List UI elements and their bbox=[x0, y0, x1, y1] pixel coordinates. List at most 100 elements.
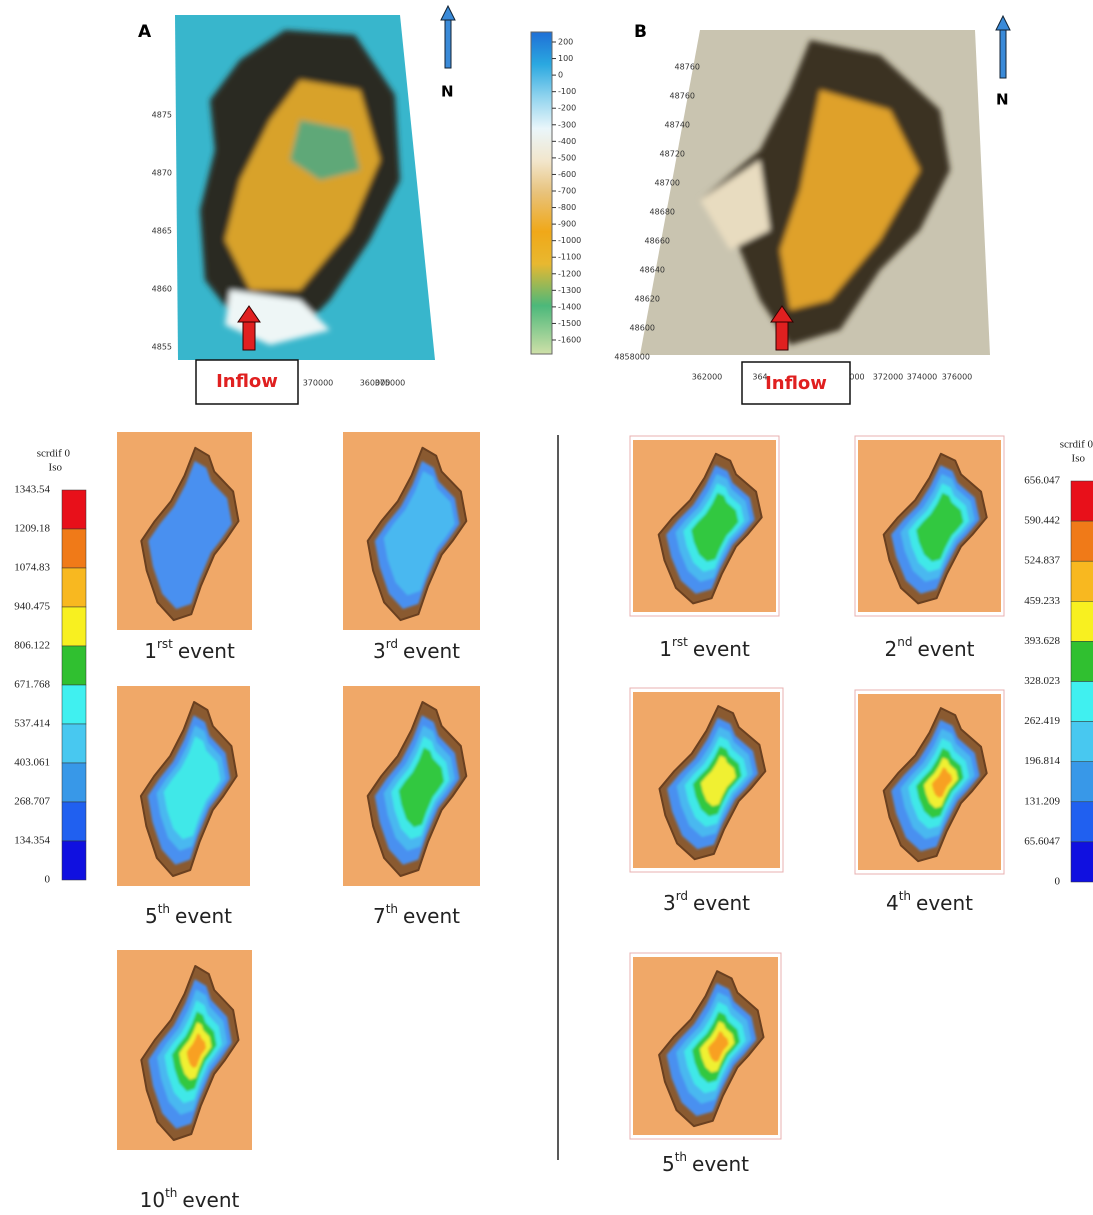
legend-tick-label: 65.6047 bbox=[1024, 835, 1060, 847]
legend-tick-label: 940.475 bbox=[14, 601, 50, 613]
event-word: event bbox=[403, 904, 460, 928]
elevation-tick-label: 200 bbox=[558, 38, 573, 47]
event-word: event bbox=[692, 1152, 749, 1176]
y-tick-label: 48760 bbox=[670, 92, 695, 101]
elevation-tick-label: -1200 bbox=[558, 269, 581, 278]
y-tick-label: 4860 bbox=[152, 285, 172, 294]
event-number: 10 bbox=[140, 1188, 165, 1212]
legend-tick-label: 537.414 bbox=[14, 718, 50, 730]
legend-swatch bbox=[1071, 842, 1093, 882]
event-suffix: th bbox=[675, 1150, 687, 1164]
inflow-label: Inflow bbox=[765, 373, 827, 394]
event-suffix: th bbox=[165, 1186, 177, 1200]
event-label: 7thevent bbox=[373, 902, 460, 928]
inflow-label: Inflow bbox=[216, 371, 278, 392]
event-number: 4 bbox=[886, 891, 899, 915]
legend-tick-label: 1074.83 bbox=[14, 562, 50, 574]
legend-tick-label: 403.061 bbox=[14, 757, 50, 769]
y-tick-label: 4865 bbox=[152, 227, 172, 236]
legend-swatch bbox=[62, 841, 86, 880]
x-tick-label: 374000 bbox=[907, 373, 938, 382]
y-tick-label: 48600 bbox=[630, 324, 655, 333]
legend-swatch bbox=[1071, 561, 1093, 601]
flood-map bbox=[630, 436, 779, 616]
legend-swatch bbox=[1071, 682, 1093, 722]
event-suffix: rd bbox=[386, 637, 398, 651]
flood-map bbox=[855, 436, 1004, 616]
y-tick-label: 48740 bbox=[665, 121, 690, 130]
x-tick-label: 372000 bbox=[873, 373, 904, 382]
elevation-tick-label: -1600 bbox=[558, 336, 581, 345]
elevation-tick-label: -1500 bbox=[558, 319, 581, 328]
legend-tick-label: 656.047 bbox=[1024, 475, 1060, 487]
north-arrow-a bbox=[441, 6, 455, 68]
event-suffix: nd bbox=[897, 635, 912, 649]
event-word: event bbox=[693, 891, 750, 915]
event-number: 5 bbox=[662, 1152, 675, 1176]
elevation-tick-label: -500 bbox=[558, 153, 576, 162]
flood-map bbox=[630, 688, 783, 872]
legend-swatch bbox=[1071, 521, 1093, 561]
event-label: 5thevent bbox=[145, 902, 232, 928]
elevation-tick-label: -300 bbox=[558, 120, 576, 129]
legend-swatch bbox=[62, 529, 86, 568]
elevation-tick-label: 100 bbox=[558, 54, 573, 63]
x-tick-label: 375000 bbox=[375, 379, 406, 388]
flood-map bbox=[117, 950, 252, 1150]
legend-swatch bbox=[1071, 601, 1093, 641]
panel-label: B bbox=[634, 22, 647, 42]
legend-tick-label: 459.233 bbox=[1024, 595, 1060, 607]
elevation-tick-label: -900 bbox=[558, 220, 576, 229]
legend-tick-label: 268.707 bbox=[14, 796, 50, 808]
flood-map bbox=[343, 686, 480, 886]
figure-canvas: A N Inflow B N Inflow 360000370000375000… bbox=[0, 0, 1093, 1215]
legend-tick-label: 393.628 bbox=[1024, 635, 1060, 647]
legend-tick-label: 524.837 bbox=[1024, 555, 1060, 567]
event-suffix: rd bbox=[676, 889, 688, 903]
north-label: N bbox=[441, 83, 454, 101]
event-number: 3 bbox=[663, 891, 676, 915]
y-tick-label: 48620 bbox=[635, 295, 660, 304]
legend-swatch bbox=[62, 763, 86, 802]
event-word: event bbox=[182, 1188, 239, 1212]
event-number: 1 bbox=[144, 639, 157, 663]
legend-swatch bbox=[62, 490, 86, 529]
legend-swatch bbox=[1071, 762, 1093, 802]
event-word: event bbox=[178, 639, 235, 663]
y-tick-label: 48640 bbox=[640, 266, 665, 275]
flood-map bbox=[630, 953, 781, 1139]
y-tick-label: 48720 bbox=[660, 150, 685, 159]
event-number: 2 bbox=[885, 637, 898, 661]
event-number: 7 bbox=[373, 904, 386, 928]
flood-map bbox=[343, 432, 480, 630]
y-tick-label: 48760 bbox=[675, 63, 700, 72]
x-tick-label: 370000 bbox=[303, 379, 334, 388]
elevation-tick-label: -1000 bbox=[558, 236, 581, 245]
y-tick-label: 48660 bbox=[645, 237, 670, 246]
x-tick-label: 362000 bbox=[692, 373, 723, 382]
y-tick-label: 48700 bbox=[655, 179, 680, 188]
y-tick-label: 4875 bbox=[152, 111, 172, 120]
legend-swatch bbox=[62, 685, 86, 724]
event-word: event bbox=[403, 639, 460, 663]
legend-swatch bbox=[1071, 481, 1093, 521]
x-tick-label: 000 bbox=[849, 373, 864, 382]
event-number: 3 bbox=[373, 639, 386, 663]
legend-swatch bbox=[1071, 802, 1093, 842]
y-tick-label: 4870 bbox=[152, 169, 172, 178]
elevation-tick-label: -400 bbox=[558, 137, 576, 146]
event-number: 1 bbox=[659, 637, 672, 661]
event-number: 5 bbox=[145, 904, 158, 928]
x-tick-label: 364 bbox=[752, 373, 767, 382]
event-word: event bbox=[693, 637, 750, 661]
event-label: 1rstevent bbox=[659, 635, 750, 661]
event-suffix: th bbox=[158, 902, 170, 916]
event-word: event bbox=[916, 891, 973, 915]
event-label: 4thevent bbox=[886, 889, 973, 915]
legend-subtitle: Iso bbox=[49, 462, 63, 474]
event-word: event bbox=[918, 637, 975, 661]
north-label: N bbox=[996, 91, 1009, 109]
y-tick-label: 48680 bbox=[650, 208, 675, 217]
